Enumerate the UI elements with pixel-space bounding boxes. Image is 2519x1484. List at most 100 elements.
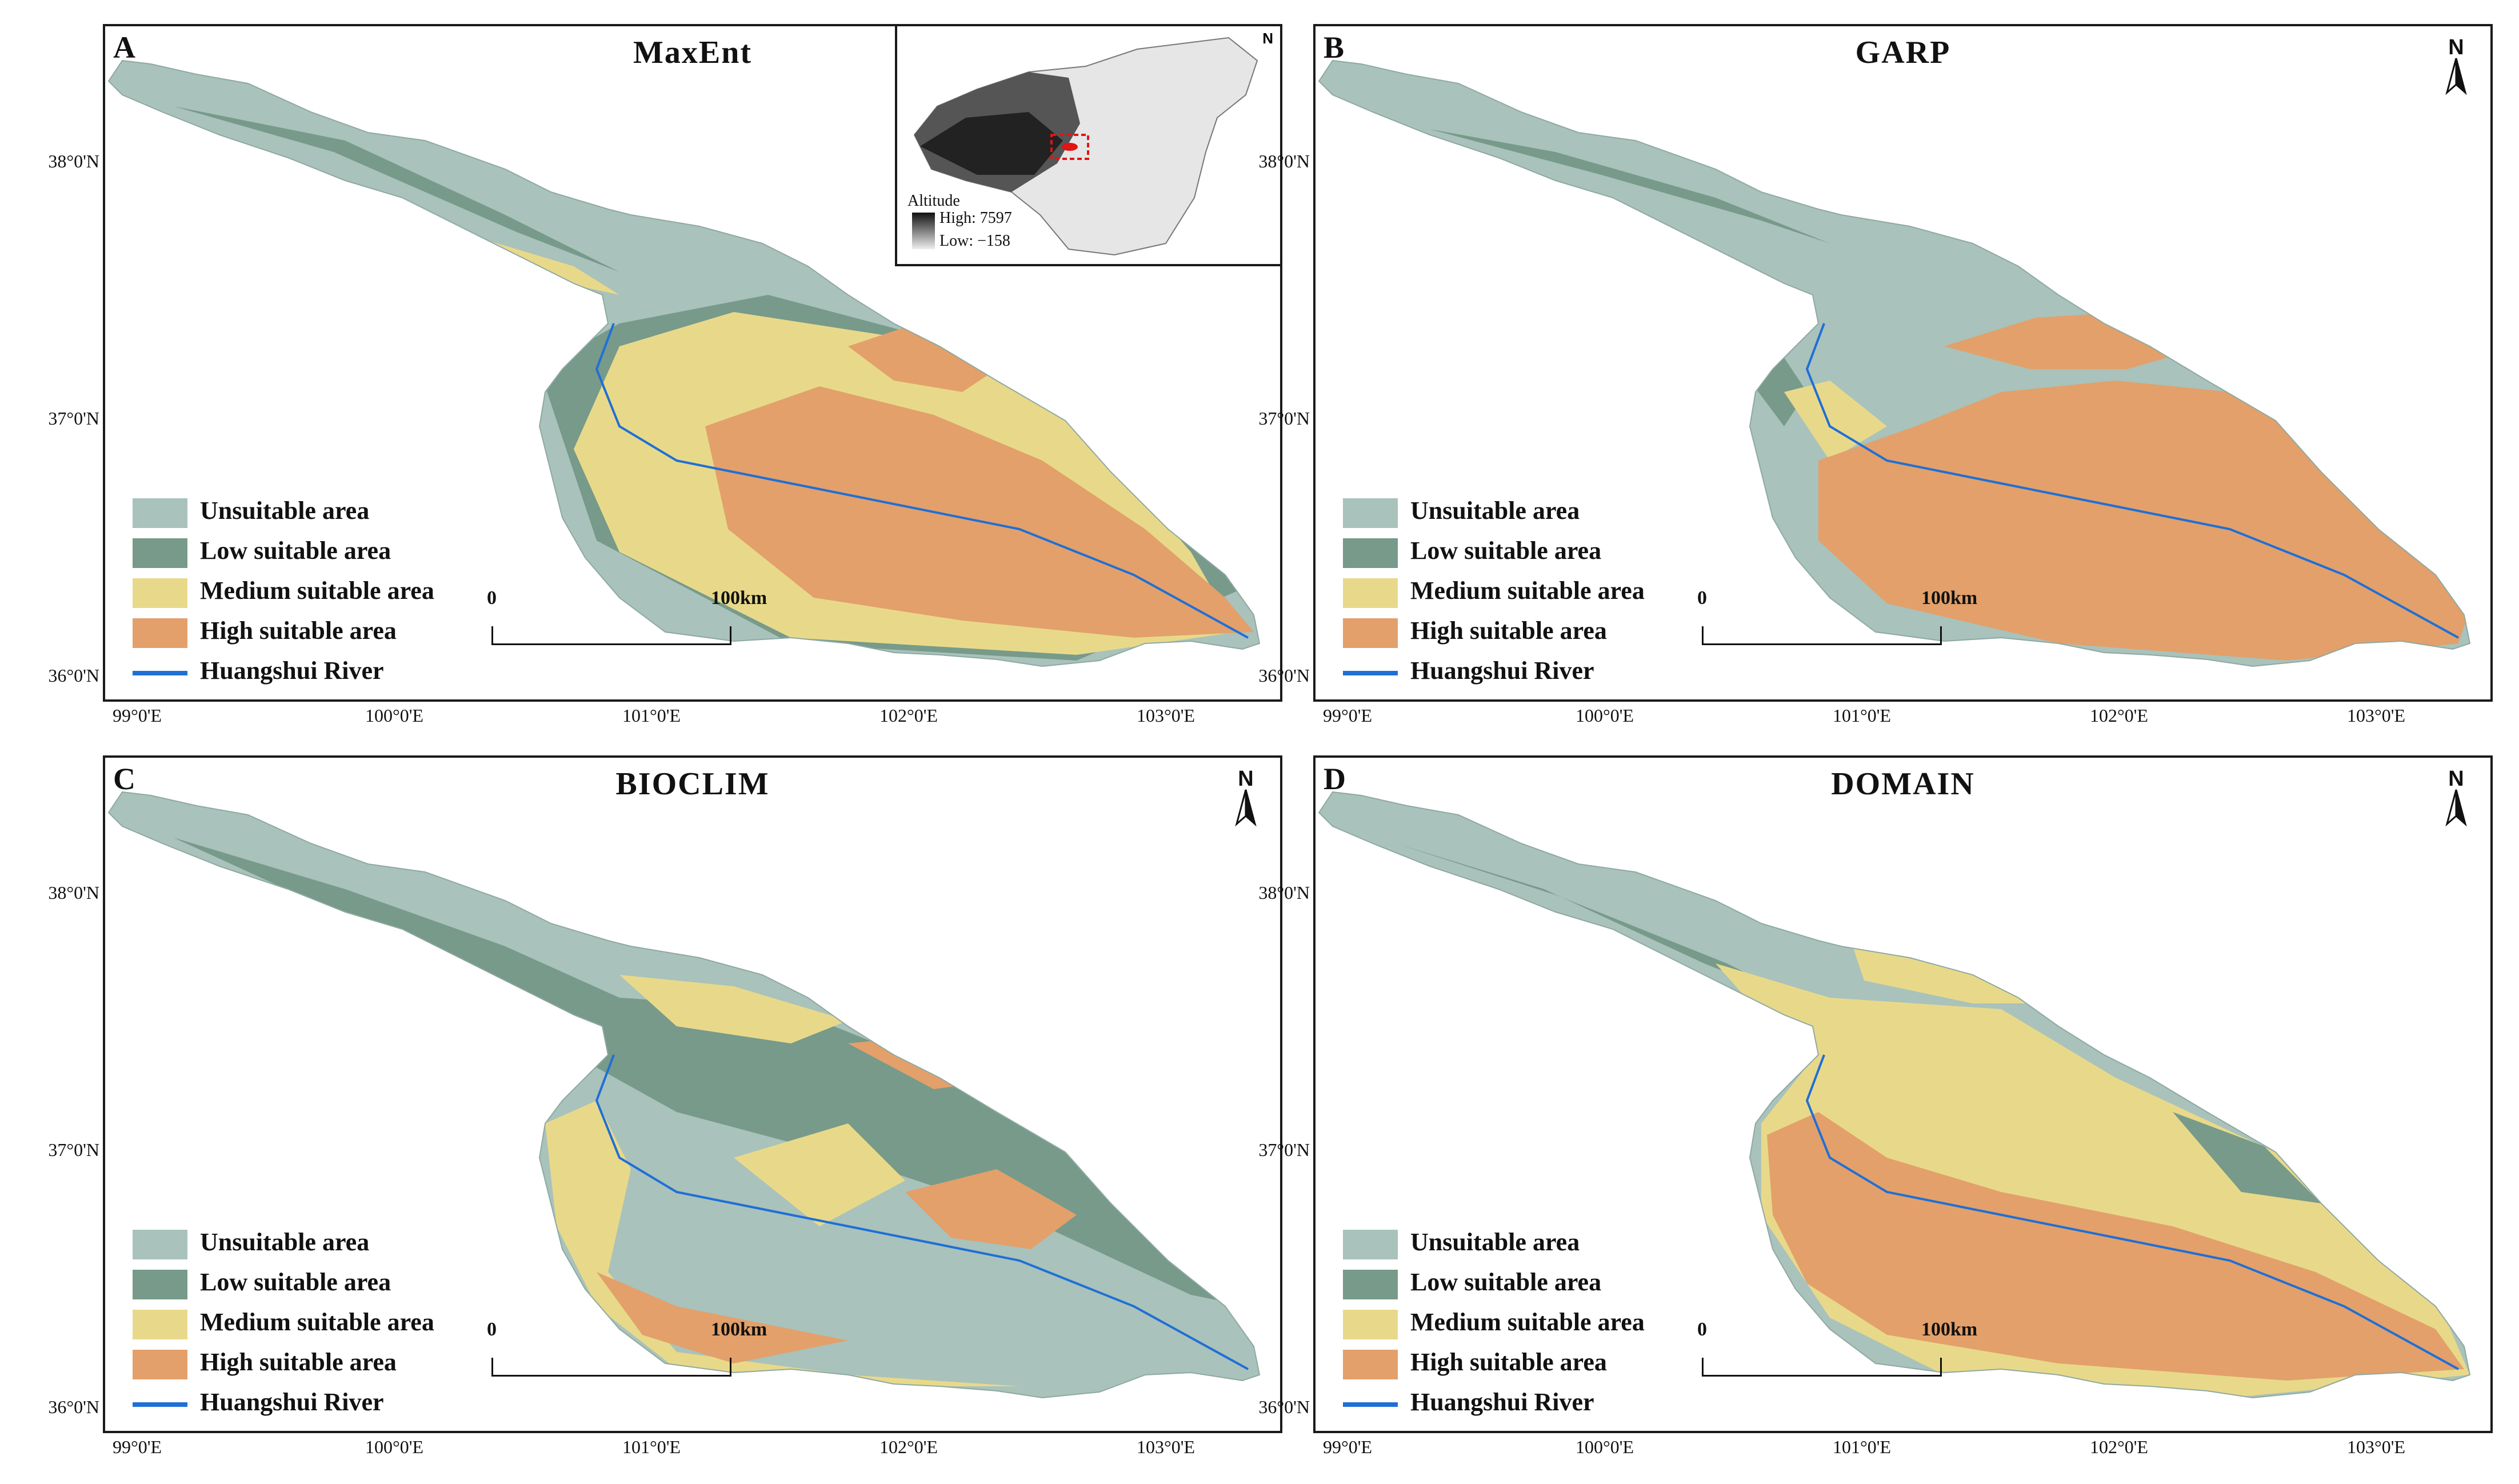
legend-swatch — [133, 498, 187, 528]
river-line-icon — [133, 671, 187, 675]
longitude-label: 99°0'E — [112, 705, 162, 726]
watershed-outline — [107, 791, 1261, 1399]
watershed-outline — [1318, 791, 2471, 1399]
high-altitude-shading — [920, 112, 1063, 175]
longitude-label: 100°0'E — [1575, 705, 1634, 726]
scale-end-label: 100km — [1921, 1319, 1978, 1340]
legend-swatch — [1343, 578, 1398, 608]
altitude-low-label: Low: −158 — [939, 232, 1010, 250]
legend-swatch — [1343, 618, 1398, 648]
scale-start-label: 0 — [1697, 1319, 1707, 1340]
latitude-label: 38°0'N — [1258, 882, 1310, 903]
latitude-label: 36°0'N — [48, 1397, 99, 1417]
altitude-high-label: High: 7597 — [939, 209, 1012, 227]
longitude-label: 100°0'E — [365, 1437, 424, 1457]
scale-end-label: 100km — [1921, 587, 1978, 609]
high-suitable-region — [705, 386, 1254, 638]
huangshui-river-line — [1805, 323, 2459, 639]
legend-label: Low suitable area — [1410, 1268, 1602, 1296]
legend-swatch — [1343, 1270, 1398, 1299]
high-suitable-region — [597, 1272, 848, 1363]
medium-suitable-region — [619, 975, 848, 1043]
watershed-map — [1318, 59, 2471, 667]
scale-end-label: 100km — [711, 1319, 767, 1340]
legend-label: Huangshui River — [200, 657, 384, 685]
huangshui-river-line — [1805, 1054, 2459, 1370]
legend-swatch — [133, 618, 187, 648]
river-line-icon — [1343, 1402, 1398, 1407]
legend-label: Medium suitable area — [200, 577, 434, 605]
watershed-map — [1318, 791, 2471, 1399]
inset-north-icon: N — [1262, 30, 1273, 47]
longitude-label: 102°0'E — [879, 1437, 938, 1457]
longitude-label: 101°0'E — [1832, 1437, 1892, 1457]
legend-label: Huangshui River — [1410, 657, 1594, 685]
longitude-label: 103°0'E — [2346, 1437, 2406, 1457]
river-line-icon — [1343, 671, 1398, 675]
longitude-label: 103°0'E — [1136, 705, 1195, 726]
longitude-label: 101°0'E — [622, 1437, 681, 1457]
legend-label: High suitable area — [1410, 1348, 1607, 1376]
longitude-label: 100°0'E — [365, 705, 424, 726]
high-suitable-region — [905, 1169, 1077, 1249]
longitude-label: 101°0'E — [622, 705, 681, 726]
legend-swatch — [1343, 1350, 1398, 1379]
latitude-label: 38°0'N — [48, 151, 99, 171]
panel-letter: A — [113, 30, 135, 65]
study-area-box — [1050, 134, 1089, 160]
scale-start-label: 0 — [487, 587, 497, 609]
legend-swatch — [133, 1350, 187, 1379]
scale-bar — [491, 626, 731, 645]
latitude-label: 36°0'N — [1258, 665, 1310, 686]
scale-end-label: 100km — [711, 587, 767, 609]
legend-label: Huangshui River — [200, 1388, 384, 1416]
latitude-label: 36°0'N — [1258, 1397, 1310, 1417]
latitude-label: 37°0'N — [1258, 408, 1310, 429]
legend-label: Huangshui River — [1410, 1388, 1594, 1416]
legend-swatch — [1343, 1230, 1398, 1259]
longitude-label: 103°0'E — [2346, 705, 2406, 726]
low-suitable-region — [2173, 1112, 2321, 1203]
watershed-map — [107, 59, 1261, 667]
scale-bar — [491, 1358, 731, 1377]
map-panel: A MaxEnt N Altitude High: 7597 Low: −158 Unsui… — [103, 24, 1282, 702]
legend-label: Low suitable area — [1410, 537, 1602, 565]
longitude-label: 99°0'E — [1322, 705, 1373, 726]
high-suitable-region — [1767, 1112, 2464, 1381]
latitude-label: 36°0'N — [48, 665, 99, 686]
location-inset-map: N Altitude High: 7597 Low: −158 — [895, 26, 1280, 266]
altitude-colorbar — [912, 213, 935, 249]
north-arrow-icon: N — [2439, 35, 2473, 98]
north-arrow-icon: N — [2439, 767, 2473, 830]
legend-label: High suitable area — [200, 1348, 397, 1376]
panel-letter: B — [1324, 30, 1345, 65]
legend-swatch — [133, 1310, 187, 1339]
altitude-title: Altitude — [907, 192, 960, 210]
longitude-label: 102°0'E — [2089, 705, 2149, 726]
legend-swatch — [133, 538, 187, 568]
latitude-label: 37°0'N — [1258, 1139, 1310, 1160]
high-suitable-region — [848, 323, 997, 392]
watershed-map — [107, 791, 1261, 1399]
longitude-label: 99°0'E — [1322, 1437, 1373, 1457]
huangshui-river-line — [595, 323, 1249, 639]
legend-label: High suitable area — [1410, 617, 1607, 645]
scale-bar — [1702, 626, 1942, 645]
longitude-label: 103°0'E — [1136, 1437, 1195, 1457]
map-panel: C BIOCLIM N Unsuitable area Low suitable are… — [103, 755, 1282, 1433]
longitude-label: 99°0'E — [112, 1437, 162, 1457]
watershed-outline — [107, 59, 1261, 667]
legend-label: Medium suitable area — [200, 1308, 434, 1336]
legend-swatch — [1343, 1310, 1398, 1339]
longitude-label: 102°0'E — [879, 705, 938, 726]
legend-label: High suitable area — [200, 617, 397, 645]
scale-bar — [1702, 1358, 1942, 1377]
medium-suitable-region — [1784, 381, 1887, 461]
map-panel: B GARP N Unsuitable area Low suitable area Me… — [1313, 24, 2493, 702]
scale-start-label: 0 — [1697, 587, 1707, 609]
legend-swatch — [133, 1230, 187, 1259]
legend-label: Unsuitable area — [200, 497, 370, 525]
scale-start-label: 0 — [487, 1319, 497, 1340]
huangshui-river-line — [595, 1054, 1249, 1370]
